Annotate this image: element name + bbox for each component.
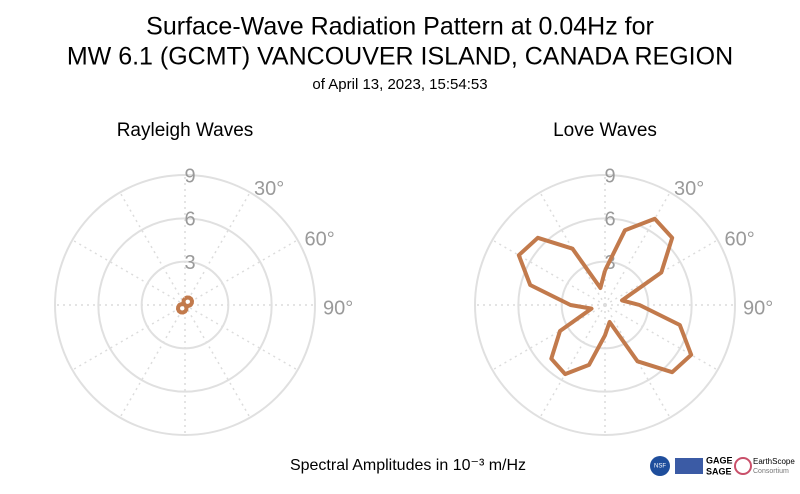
angle-grid-line [604,239,718,306]
angle-grid-line [539,192,606,306]
r-tick-label: 6 [604,209,615,231]
title-line-1: Surface-Wave Radiation Pattern at 0.04Hz… [146,13,654,41]
angle-grid-line [72,304,186,371]
theta-tick-label: 90° [743,297,773,319]
theta-tick-label: 30° [674,178,704,200]
radial-grid-circle [560,260,650,350]
logo-gage: GAGE [706,455,733,465]
chart-title: Love Waves [553,120,657,141]
angle-grid-line [539,304,606,418]
logo-earthscope: EarthScope [753,457,795,466]
chart-title: Rayleigh Waves [117,120,254,141]
footer: Spectral Amplitudes in 10⁻³ m/Hz [290,457,526,474]
angle-grid-line [184,304,251,418]
angle-grid-line [492,304,606,371]
pattern-line [516,216,694,377]
angle-grid-line [72,239,186,306]
angle-grid-line [184,304,298,371]
r-tick-label: 9 [604,165,615,187]
logo-nsf-text: NSF [654,464,666,470]
theta-tick-label: 60° [725,228,755,250]
angle-grid-line [119,192,186,306]
angle-grid-line [184,239,298,306]
angle-grid-line [604,304,671,418]
logo-earthscope-mark [734,457,752,475]
angle-grid-line [492,239,606,306]
r-tick-label: 9 [184,165,195,187]
subtitle: of April 13, 2023, 15:54:53 [312,76,487,93]
logo-sage: SAGE [706,466,732,476]
logo-box [675,458,703,474]
radial-grid-circle [517,217,693,393]
theta-tick-label: 90° [323,297,353,319]
logo-consortium: Consortium [753,468,789,475]
radial-grid-circle [54,174,316,436]
angle-grid-line [604,192,671,306]
angle-grid-line [119,304,186,418]
angle-grid-line [604,304,718,371]
angle-grid-line [184,192,251,306]
theta-tick-label: 30° [254,178,284,200]
radial-grid-circle [474,174,736,436]
logo-nsf [650,456,670,476]
r-tick-label: 3 [184,252,195,274]
radial-grid-circle [97,217,273,393]
theta-tick-label: 60° [305,228,335,250]
radial-grid-circle [140,260,230,350]
logos: NSF GAGE SAGE EarthScope Consortium [650,455,795,476]
r-tick-label: 6 [184,209,195,231]
title-line-2: MW 6.1 (GCMT) VANCOUVER ISLAND, CANADA R… [67,43,733,71]
pattern-line [176,295,194,315]
